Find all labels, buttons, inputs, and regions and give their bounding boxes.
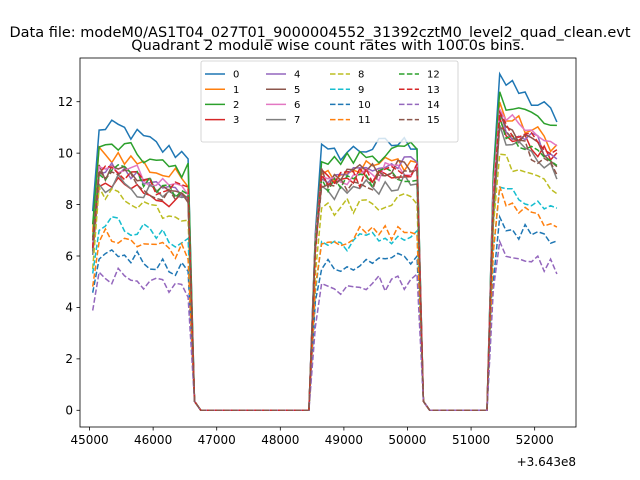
y-tick-label: 6	[65, 249, 73, 263]
legend-label-7: 7	[294, 115, 300, 126]
chart-suptitle: Data file: modeM0/AS1T04_027T01_90000045…	[9, 25, 630, 41]
legend-box	[200, 60, 459, 143]
x-tick-label: 52000	[516, 433, 554, 447]
x-offset-label: +3.643e8	[517, 455, 576, 469]
x-axis: 45000 46000 47000 48000 49000 50000 51000 52000	[70, 427, 554, 447]
y-tick-label: 10	[58, 146, 73, 160]
legend-label-14: 14	[427, 100, 440, 111]
legend-label-11: 11	[358, 115, 371, 126]
y-axis: 0 2 4 6 8 10 12	[58, 95, 80, 418]
axes-frame	[79, 57, 577, 428]
x-tick-label: 51000	[452, 433, 490, 447]
x-tick-label: 49000	[325, 433, 363, 447]
legend-label-0: 0	[233, 70, 239, 81]
legend-label-12: 12	[427, 70, 440, 81]
series-line-14	[91, 238, 558, 412]
series-line-5	[91, 111, 558, 412]
series-line-9	[91, 186, 558, 412]
series-line-8	[91, 153, 558, 412]
legend-label-5: 5	[294, 85, 300, 96]
series-line-13	[91, 109, 558, 412]
series-line-15	[91, 125, 558, 412]
x-tick-label: 48000	[261, 433, 299, 447]
y-tick-label: 2	[65, 352, 73, 366]
legend-label-10: 10	[358, 100, 371, 111]
legend-label-1: 1	[233, 85, 239, 96]
series-line-7	[91, 124, 558, 412]
chart-title: Quadrant 2 module wise count rates with …	[131, 38, 525, 54]
y-tick-label: 4	[65, 301, 73, 315]
legend-label-4: 4	[294, 70, 300, 81]
y-tick-label: 12	[58, 95, 73, 109]
legend-label-13: 13	[427, 85, 440, 96]
x-tick-label: 45000	[70, 433, 108, 447]
plot-lines	[91, 71, 558, 412]
x-tick-label: 47000	[198, 433, 236, 447]
legend-label-8: 8	[358, 70, 364, 81]
legend-label-3: 3	[233, 115, 239, 126]
series-line-1	[91, 101, 558, 412]
y-tick-label: 8	[65, 198, 73, 212]
legend-label-2: 2	[233, 100, 239, 111]
legend-label-9: 9	[358, 85, 364, 96]
y-tick-label: 0	[65, 404, 73, 418]
x-tick-label: 46000	[134, 433, 172, 447]
legend-label-6: 6	[294, 100, 300, 111]
x-tick-label: 50000	[388, 433, 426, 447]
legend-label-15: 15	[427, 115, 440, 126]
